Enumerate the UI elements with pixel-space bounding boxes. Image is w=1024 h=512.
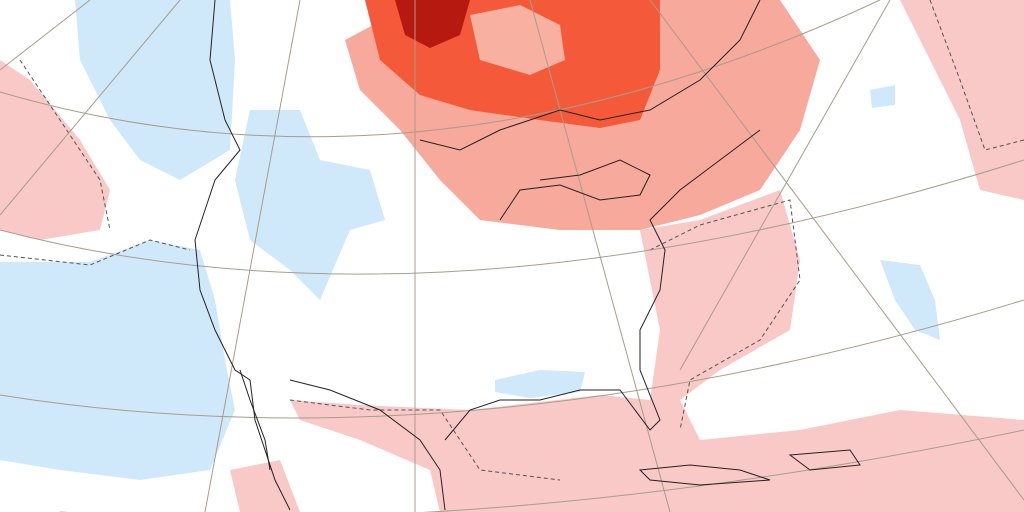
meridian [0, 0, 91, 71]
southeast-warm [290, 190, 1024, 512]
coastline [194, 0, 291, 511]
coastline [239, 369, 271, 471]
meridian [529, 0, 671, 512]
northeast-warm [900, 0, 1024, 200]
contours [0, 0, 1024, 481]
coastline [419, 0, 761, 151]
baja-warm [230, 460, 300, 512]
meridian [679, 0, 891, 371]
coastline [444, 129, 761, 441]
canada-extreme [395, 0, 470, 48]
meridian [649, 0, 1024, 501]
rockies-cool [235, 110, 385, 300]
meridian [0, 0, 181, 216]
northwest-cool [75, 0, 235, 180]
hudson-bay [470, 5, 565, 75]
great-lakes [499, 159, 651, 221]
parallel [60, 429, 1024, 512]
parallel [0, 159, 1024, 275]
gulf-cool [495, 370, 585, 398]
contour [19, 59, 111, 231]
contour [0, 239, 191, 266]
hispaniola [788, 449, 861, 471]
parallel [0, 299, 1024, 419]
coastline [289, 379, 446, 511]
parallel [0, 0, 881, 138]
cuba [638, 464, 771, 486]
atlantic-cool [880, 260, 940, 340]
atlantic-cool-small [870, 85, 895, 108]
coastlines [194, 0, 861, 511]
contour [929, 0, 1024, 151]
pacific-cool [0, 240, 235, 480]
meridian [204, 0, 301, 512]
cool-areas [0, 0, 940, 480]
contour [289, 399, 561, 481]
